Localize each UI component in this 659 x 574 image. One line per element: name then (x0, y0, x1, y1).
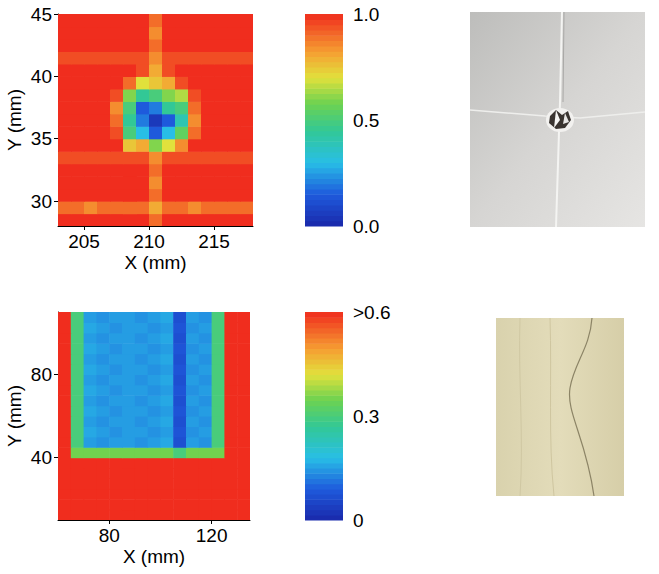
svg-text:40: 40 (31, 66, 52, 87)
svg-text:0.3: 0.3 (353, 406, 379, 427)
svg-text:0: 0 (353, 510, 364, 531)
svg-text:205: 205 (68, 231, 100, 252)
svg-text:1.0: 1.0 (353, 4, 379, 25)
svg-text:80: 80 (31, 364, 52, 385)
svg-text:Y (mm): Y (mm) (4, 385, 25, 447)
svg-text:45: 45 (31, 4, 52, 25)
svg-text:>0.6: >0.6 (353, 302, 391, 323)
svg-text:30: 30 (31, 191, 52, 212)
svg-text:35: 35 (31, 128, 52, 149)
svg-text:120: 120 (196, 525, 228, 546)
svg-text:210: 210 (133, 231, 165, 252)
svg-text:X (mm): X (mm) (124, 252, 186, 273)
svg-text:80: 80 (99, 525, 120, 546)
svg-text:Y (mm): Y (mm) (4, 89, 25, 151)
svg-text:0.5: 0.5 (353, 110, 379, 131)
svg-text:0.0: 0.0 (353, 216, 379, 237)
svg-text:X (mm): X (mm) (123, 546, 185, 567)
svg-text:215: 215 (198, 231, 230, 252)
svg-text:40: 40 (31, 447, 52, 468)
